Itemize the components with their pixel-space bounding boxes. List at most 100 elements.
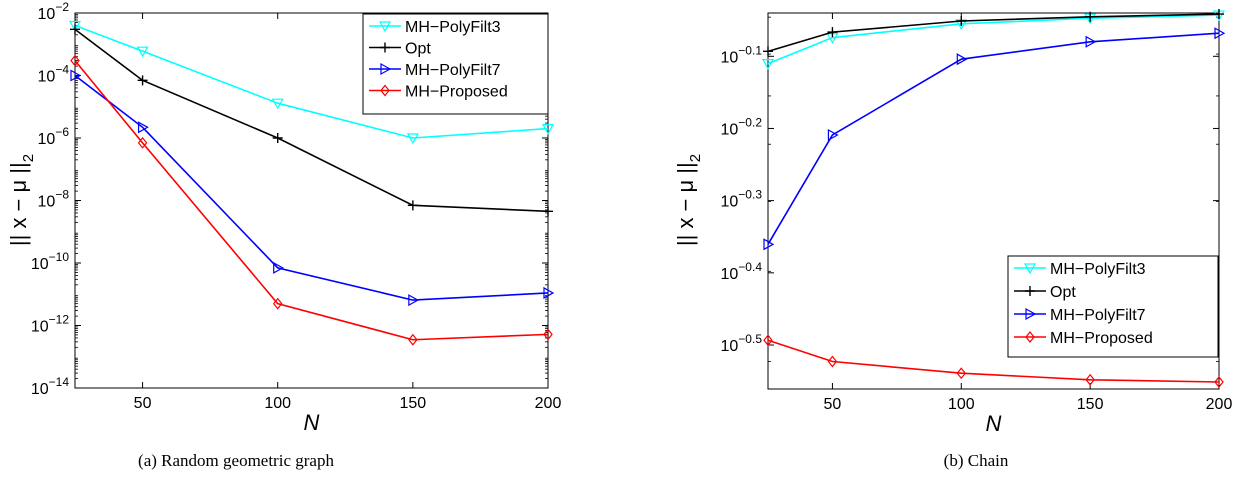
legend-label: MH−PolyFilt3 bbox=[1050, 261, 1146, 278]
data-point-marker bbox=[1085, 373, 1095, 386]
y-tick-label: 10−4 bbox=[38, 63, 70, 86]
data-point-marker bbox=[1214, 27, 1226, 40]
y-tick-label-base: 10 bbox=[31, 381, 49, 398]
y-tick-label: 10−8 bbox=[38, 188, 70, 211]
y-tick-label-base: 10 bbox=[721, 194, 739, 211]
y-tick-label-exponent: −0.1 bbox=[738, 43, 762, 57]
legend-item: Opt bbox=[1014, 284, 1076, 301]
series-line bbox=[767, 32, 1220, 245]
x-tick-label: 100 bbox=[264, 395, 291, 412]
y-tick-label: 10−0.5 bbox=[721, 332, 763, 355]
data-point-marker bbox=[827, 355, 838, 368]
data-point-marker bbox=[271, 98, 284, 110]
data-point-marker bbox=[827, 128, 839, 141]
chart-panel-b: 10−0.510−0.410−0.310−0.210−0.150 100 150 20… bbox=[673, 9, 1232, 470]
legend-item: Opt bbox=[369, 41, 431, 58]
y-axis-label-subscript: 2 bbox=[687, 154, 704, 162]
y-tick-label: 10−14 bbox=[31, 375, 69, 398]
legend: MH−PolyFilt3 Opt MH−PolyFilt7 MH−Proposed bbox=[1007, 255, 1219, 358]
figure-caption: (b) Chain bbox=[944, 451, 1009, 470]
data-point-marker bbox=[408, 333, 418, 346]
y-tick-label: 10−0.3 bbox=[721, 188, 763, 211]
y-axis-label-main: || x − μ || bbox=[6, 162, 31, 246]
data-point-marker bbox=[1214, 9, 1224, 20]
data-point-marker bbox=[137, 75, 148, 86]
legend-label: MH−PolyFilt7 bbox=[405, 62, 501, 79]
data-point-marker bbox=[763, 238, 775, 251]
legend-marker bbox=[1025, 331, 1035, 343]
data-point-marker bbox=[956, 16, 967, 27]
data-point-marker bbox=[70, 54, 80, 67]
data-point-marker bbox=[956, 367, 967, 380]
y-axis-label: || x − μ ||2 bbox=[6, 154, 37, 246]
y-tick-label-exponent: −10 bbox=[49, 250, 70, 264]
legend-marker bbox=[380, 62, 392, 76]
data-point-marker bbox=[543, 328, 553, 341]
legend-box bbox=[362, 13, 549, 115]
legend: MH−PolyFilt3 Opt MH−PolyFilt7 MH−Proposed bbox=[362, 13, 549, 115]
y-tick-label-exponent: −0.2 bbox=[738, 115, 762, 129]
y-tick-label-exponent: −0.5 bbox=[738, 332, 762, 346]
data-point-marker bbox=[273, 261, 284, 274]
minor-ticks bbox=[768, 16, 1219, 362]
series-mh-polyfilt3 bbox=[68, 20, 555, 145]
data-point-marker bbox=[408, 294, 420, 307]
legend-item: MH−PolyFilt7 bbox=[1014, 307, 1146, 324]
y-tick-label-base: 10 bbox=[721, 49, 739, 66]
legend-marker bbox=[1023, 263, 1037, 275]
legend-item: MH−Proposed bbox=[1014, 330, 1153, 347]
y-tick-label-base: 10 bbox=[721, 266, 739, 283]
x-tick-label: 200 bbox=[1206, 396, 1233, 413]
y-tick-label-base: 10 bbox=[38, 131, 56, 148]
data-point-marker bbox=[70, 69, 82, 82]
y-tick-label-exponent: −4 bbox=[55, 63, 69, 77]
data-point-marker bbox=[136, 46, 149, 58]
data-point-marker bbox=[406, 133, 419, 145]
x-axis-label: N bbox=[304, 410, 320, 435]
y-tick-label-base: 10 bbox=[38, 69, 56, 86]
series-opt bbox=[763, 9, 1224, 57]
data-point-marker bbox=[272, 133, 283, 143]
series-line bbox=[767, 339, 1220, 383]
y-tick-label-exponent: −2 bbox=[55, 0, 69, 14]
legend-label: Opt bbox=[405, 41, 431, 58]
y-tick-label-base: 10 bbox=[721, 121, 739, 138]
legend-label: Opt bbox=[1050, 284, 1076, 301]
legend-label: MH−PolyFilt3 bbox=[405, 19, 501, 36]
x-tick-label: 150 bbox=[400, 395, 427, 412]
y-tick-label-exponent: −12 bbox=[49, 313, 70, 327]
x-tick-label: 150 bbox=[1077, 396, 1104, 413]
data-point-marker bbox=[137, 121, 149, 134]
x-tick-label: 100 bbox=[948, 396, 975, 413]
data-point-marker bbox=[137, 136, 148, 149]
series-line bbox=[74, 74, 549, 301]
y-tick-label: 10−12 bbox=[31, 313, 69, 336]
y-tick-label: 10−0.1 bbox=[721, 43, 763, 66]
legend-label: MH−Proposed bbox=[405, 84, 508, 101]
data-point-marker bbox=[761, 59, 775, 70]
y-tick-label: 10−0.4 bbox=[721, 260, 763, 283]
legend-marker bbox=[1025, 286, 1035, 296]
y-tick-label-exponent: −6 bbox=[55, 125, 69, 139]
y-tick-label: 10−2 bbox=[38, 0, 70, 23]
series-mh-polyfilt7 bbox=[763, 27, 1226, 251]
y-tick-label-exponent: −0.3 bbox=[738, 188, 762, 202]
y-axis-label-subscript: 2 bbox=[20, 154, 37, 162]
y-tick-label-base: 10 bbox=[31, 319, 49, 336]
legend-marker bbox=[378, 21, 392, 33]
legend-item: MH−PolyFilt3 bbox=[369, 19, 501, 36]
legend-label: MH−Proposed bbox=[1050, 330, 1153, 347]
y-tick-label-base: 10 bbox=[31, 256, 49, 273]
series-line bbox=[74, 24, 549, 139]
data-point-marker bbox=[1085, 11, 1096, 22]
series-mh-proposed bbox=[70, 54, 553, 346]
y-tick-label-base: 10 bbox=[721, 338, 739, 355]
x-tick-label: 200 bbox=[535, 395, 562, 412]
data-point-marker bbox=[70, 24, 80, 35]
x-axis-label: N bbox=[986, 411, 1002, 436]
legend-marker bbox=[380, 84, 390, 97]
legend-label: MH−PolyFilt7 bbox=[1050, 307, 1146, 324]
y-tick-label-base: 10 bbox=[38, 194, 56, 211]
